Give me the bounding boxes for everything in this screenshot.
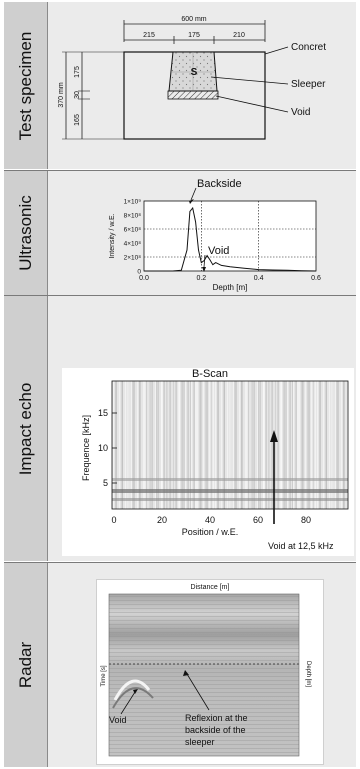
row-ultrasonic: Ultrasonic 0 2×10⁸ 4×10⁸ 6×10⁸ 8×10⁸ 1×10⁹ 0.0… [4,171,356,295]
x-axis-label: Position / w.E. [182,527,239,537]
y-axis-label: Intensity / w.E. [109,213,116,258]
dim-label-h-mid: 30 [74,91,81,99]
bscan-chart: B-Scan 15 10 5 Frequence [kHz] 0 20 [81,368,349,551]
radargram: Distance [m] Time [s] Depth [m] Void Ref… [101,584,311,757]
y-tick-label: 5 [103,478,108,488]
row-label-impact-echo: Impact echo [15,382,35,475]
row-label-cell: Test specimen [4,2,48,169]
x-tick-label: 0.6 [311,275,321,282]
row-label-cell: Impact echo [4,296,48,561]
y-tick-label: 1×10⁹ [124,199,142,206]
annotation-reflexion-line2: backside of the [185,725,246,735]
bscan-frame [111,380,349,510]
void-shape [167,90,219,100]
row-test-specimen: Test specimen 600 mm [4,2,356,169]
time-axis-label: Time [s] [101,665,107,686]
callout-void: Void [291,107,310,118]
dim-label-middle: 175 [188,32,200,39]
callout-sleeper: Sleeper [291,79,326,90]
y-axis-label: Frequence [kHz] [81,415,91,481]
row-divider [4,170,356,171]
specimen-panel: 600 mm 215 175 210 S Concret [48,2,356,169]
dim-label-left: 215 [143,32,155,39]
impact-echo-panel: B-Scan 15 10 5 Frequence [kHz] 0 20 [48,296,356,561]
dim-label-total: 600 mm [181,16,206,23]
x-tick-label: 0.4 [254,275,264,282]
x-tick-label: 80 [301,515,311,525]
row-impact-echo: Impact echo [4,296,356,561]
row-label-cell: Ultrasonic [4,171,48,295]
dim-label-h-bot: 165 [74,114,81,126]
radargram-figure: Distance [m] Time [s] Depth [m] Void Ref… [96,579,324,765]
x-tick-label: 40 [205,515,215,525]
ultrasonic-series-line [144,206,317,272]
row-label-cell: Radar [4,563,48,767]
bscan-title: B-Scan [192,368,228,380]
x-tick-label: 0.0 [139,275,149,282]
x-tick-label: 0.2 [196,275,206,282]
y-tick-label: 4×10⁸ [124,241,142,248]
x-tick-label: 0 [111,515,116,525]
x-axis-label: Depth [m] [213,283,248,292]
sleeper-letter: S [191,67,198,78]
dim-label-h-top: 175 [74,66,81,78]
annotation-backside: Backside [197,178,242,190]
annotation-void: Void [109,715,127,725]
plot-frame [143,200,317,272]
ultrasonic-panel: 0 2×10⁸ 4×10⁸ 6×10⁸ 8×10⁸ 1×10⁹ 0.0 0.2 0.4 0.6 I… [48,171,356,295]
row-divider [4,562,356,563]
distance-axis-label: Distance [m] [191,584,230,591]
x-tick-label: 20 [157,515,167,525]
row-label-radar: Radar [15,641,35,689]
y-tick-label: 10 [98,443,108,453]
y-tick-label: 2×10⁸ [124,255,142,262]
x-tick-label: 60 [253,515,263,525]
bscan-figure: B-Scan 15 10 5 Frequence [kHz] 0 20 [62,368,354,556]
specimen-drawing: 600 mm 215 175 210 S Concret [58,16,326,140]
callout-concrete: Concret [291,42,326,53]
annotation-reflexion-line1: Reflexion at the [185,713,248,723]
annotation-reflexion-line3: sleeper [185,737,215,747]
annotation-void: Void [208,245,229,257]
annotation-void-frequency: Void at 12,5 kHz [268,541,334,551]
row-label-ultrasonic: Ultrasonic [15,195,35,271]
y-tick-label: 8×10⁸ [124,213,142,220]
plot-area [144,201,316,271]
depth-axis-label: Depth [m] [305,661,311,687]
ultrasonic-chart: 0 2×10⁸ 4×10⁸ 6×10⁸ 8×10⁸ 1×10⁹ 0.0 0.2 0.4 0.6 I… [109,178,321,292]
radar-panel: Distance [m] Time [s] Depth [m] Void Ref… [48,563,356,767]
y-tick-label: 0 [137,269,141,276]
row-radar: Radar [4,563,356,767]
dim-label-height: 370 mm [58,82,65,107]
dim-label-right: 210 [233,32,245,39]
y-tick-label: 15 [98,408,108,418]
row-label-test-specimen: Test specimen [15,31,35,140]
y-tick-label: 6×10⁸ [124,227,142,234]
row-divider [4,295,356,296]
